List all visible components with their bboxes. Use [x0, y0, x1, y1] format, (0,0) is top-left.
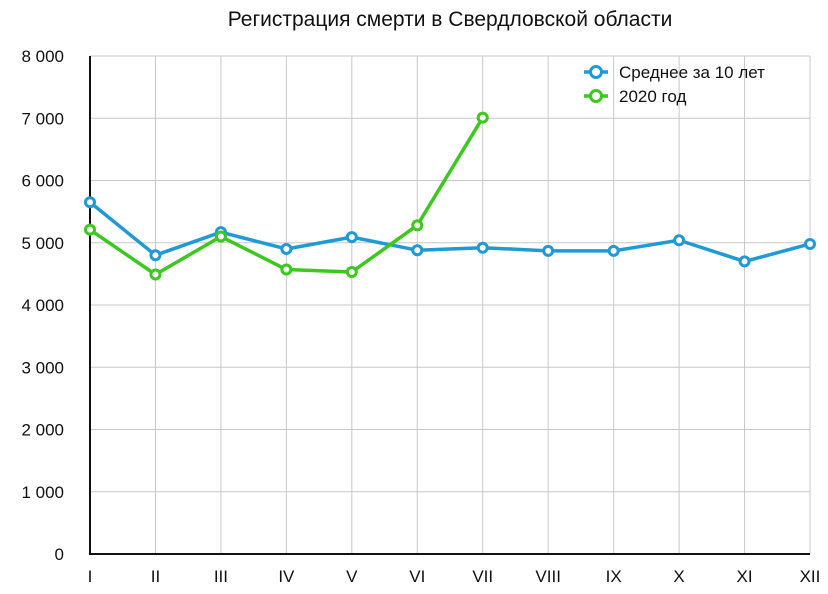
- x-tick-label: VIII: [535, 567, 561, 586]
- data-point: [149, 249, 162, 262]
- x-tick-label: XI: [737, 567, 753, 586]
- x-tick-label: XII: [800, 567, 821, 586]
- chart-title: Регистрация смерти в Свердловской област…: [228, 8, 673, 31]
- y-tick-label: 5 000: [21, 234, 64, 253]
- x-tick-label: III: [214, 567, 228, 586]
- x-tick-label: II: [151, 567, 160, 586]
- data-point: [607, 244, 620, 257]
- x-tick-label: IV: [278, 567, 295, 586]
- y-tick-label: 6 000: [21, 172, 64, 191]
- x-tick-label: VI: [409, 567, 425, 586]
- data-point: [149, 268, 162, 281]
- data-point: [280, 242, 293, 255]
- data-point: [214, 230, 227, 243]
- data-point: [84, 223, 96, 236]
- x-tick-label: X: [673, 567, 684, 586]
- legend-marker: [589, 89, 603, 103]
- y-tick-labels: 0 1 000 2 000 3 000 4 000 5 000 6 000 7 000 8 00…: [21, 47, 64, 564]
- y-tick-label: 4 000: [21, 296, 64, 315]
- y-tick-label: 7 000: [21, 109, 64, 128]
- y-tick-label: 3 000: [21, 358, 64, 377]
- y-tick-label: 2 000: [21, 421, 64, 440]
- data-point: [280, 263, 293, 276]
- data-point: [804, 237, 816, 250]
- legend-label: Среднее за 10 лет: [619, 63, 765, 82]
- axes: [89, 56, 810, 555]
- data-point: [738, 255, 751, 268]
- series-layer: [84, 111, 816, 281]
- data-point: [411, 244, 424, 257]
- data-point: [345, 266, 358, 279]
- data-point: [476, 241, 489, 254]
- x-tick-label: V: [346, 567, 358, 586]
- grid: [90, 55, 811, 554]
- data-point: [542, 244, 555, 257]
- x-tick-label: IX: [606, 567, 622, 586]
- series-line-1: [88, 200, 812, 264]
- x-tick-label: VII: [472, 567, 493, 586]
- legend: Среднее за 10 лет 2020 год: [584, 63, 765, 106]
- data-point: [411, 219, 424, 232]
- legend-marker: [589, 65, 603, 79]
- x-tick-label: I: [88, 567, 93, 586]
- y-tick-label: 1 000: [21, 483, 64, 502]
- y-tick-label: 0: [55, 545, 64, 564]
- data-point: [345, 231, 358, 244]
- data-point: [673, 234, 686, 247]
- legend-label: 2020 год: [619, 87, 686, 106]
- data-point: [84, 196, 96, 209]
- data-point: [476, 111, 489, 124]
- x-tick-labels: I II III IV V VI VII VIII IX X XI XII: [88, 567, 821, 586]
- y-tick-label: 8 000: [21, 47, 64, 66]
